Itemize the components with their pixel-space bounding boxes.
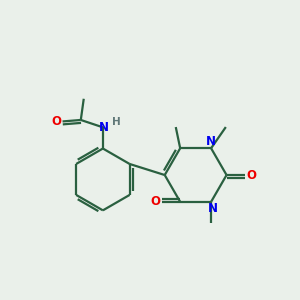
Text: N: N	[206, 135, 216, 148]
Text: O: O	[51, 115, 61, 128]
Text: N: N	[98, 121, 109, 134]
Text: O: O	[150, 195, 161, 208]
Text: H: H	[112, 117, 121, 127]
Text: N: N	[208, 202, 218, 215]
Text: O: O	[246, 169, 256, 182]
